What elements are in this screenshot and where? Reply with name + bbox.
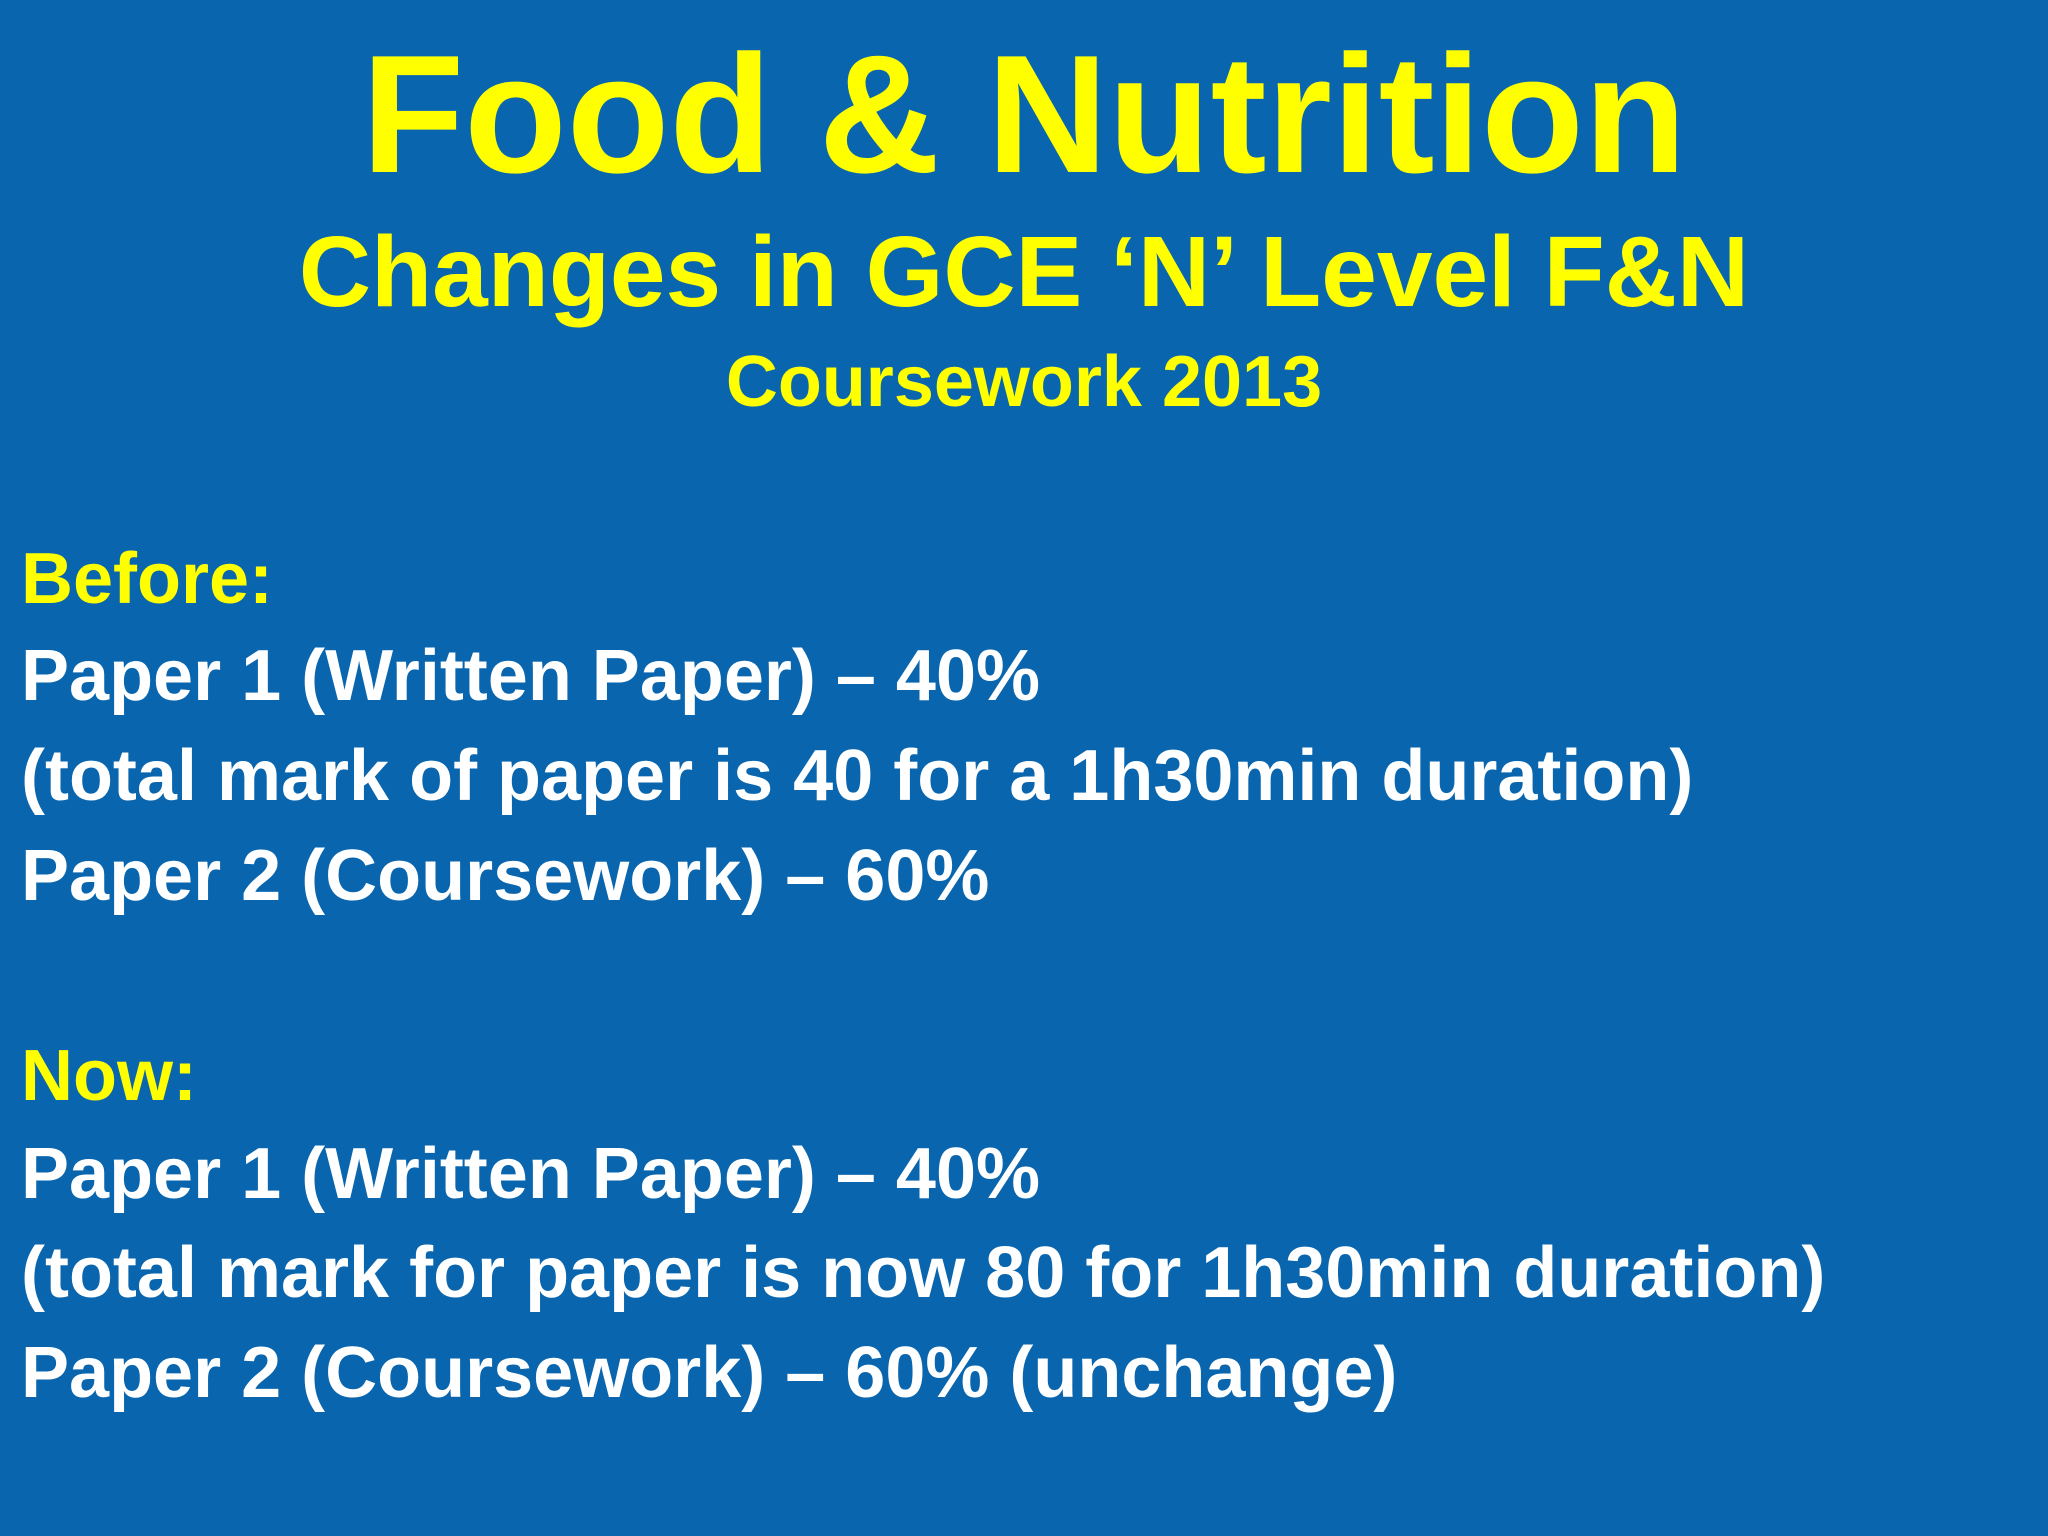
slide-subtitle: Changes in GCE ‘N’ Level F&N xyxy=(298,216,1750,328)
before-heading: Before: xyxy=(21,539,274,619)
before-line-2: (total mark of paper is 40 for a 1h30min… xyxy=(21,736,1694,816)
before-line-3: Paper 2 (Coursework) – 60% xyxy=(21,836,990,916)
slide-subtitle-line2: Coursework 2013 xyxy=(725,342,1323,422)
now-line-1: Paper 1 (Written Paper) – 40% xyxy=(21,1134,1041,1214)
now-heading: Now: xyxy=(21,1036,197,1116)
before-line-1: Paper 1 (Written Paper) – 40% xyxy=(21,636,1041,716)
now-line-2: (total mark for paper is now 80 for 1h30… xyxy=(21,1233,1826,1313)
slide-title: Food & Nutrition xyxy=(361,20,1687,208)
now-line-3: Paper 2 (Coursework) – 60% (unchange) xyxy=(21,1333,1398,1413)
